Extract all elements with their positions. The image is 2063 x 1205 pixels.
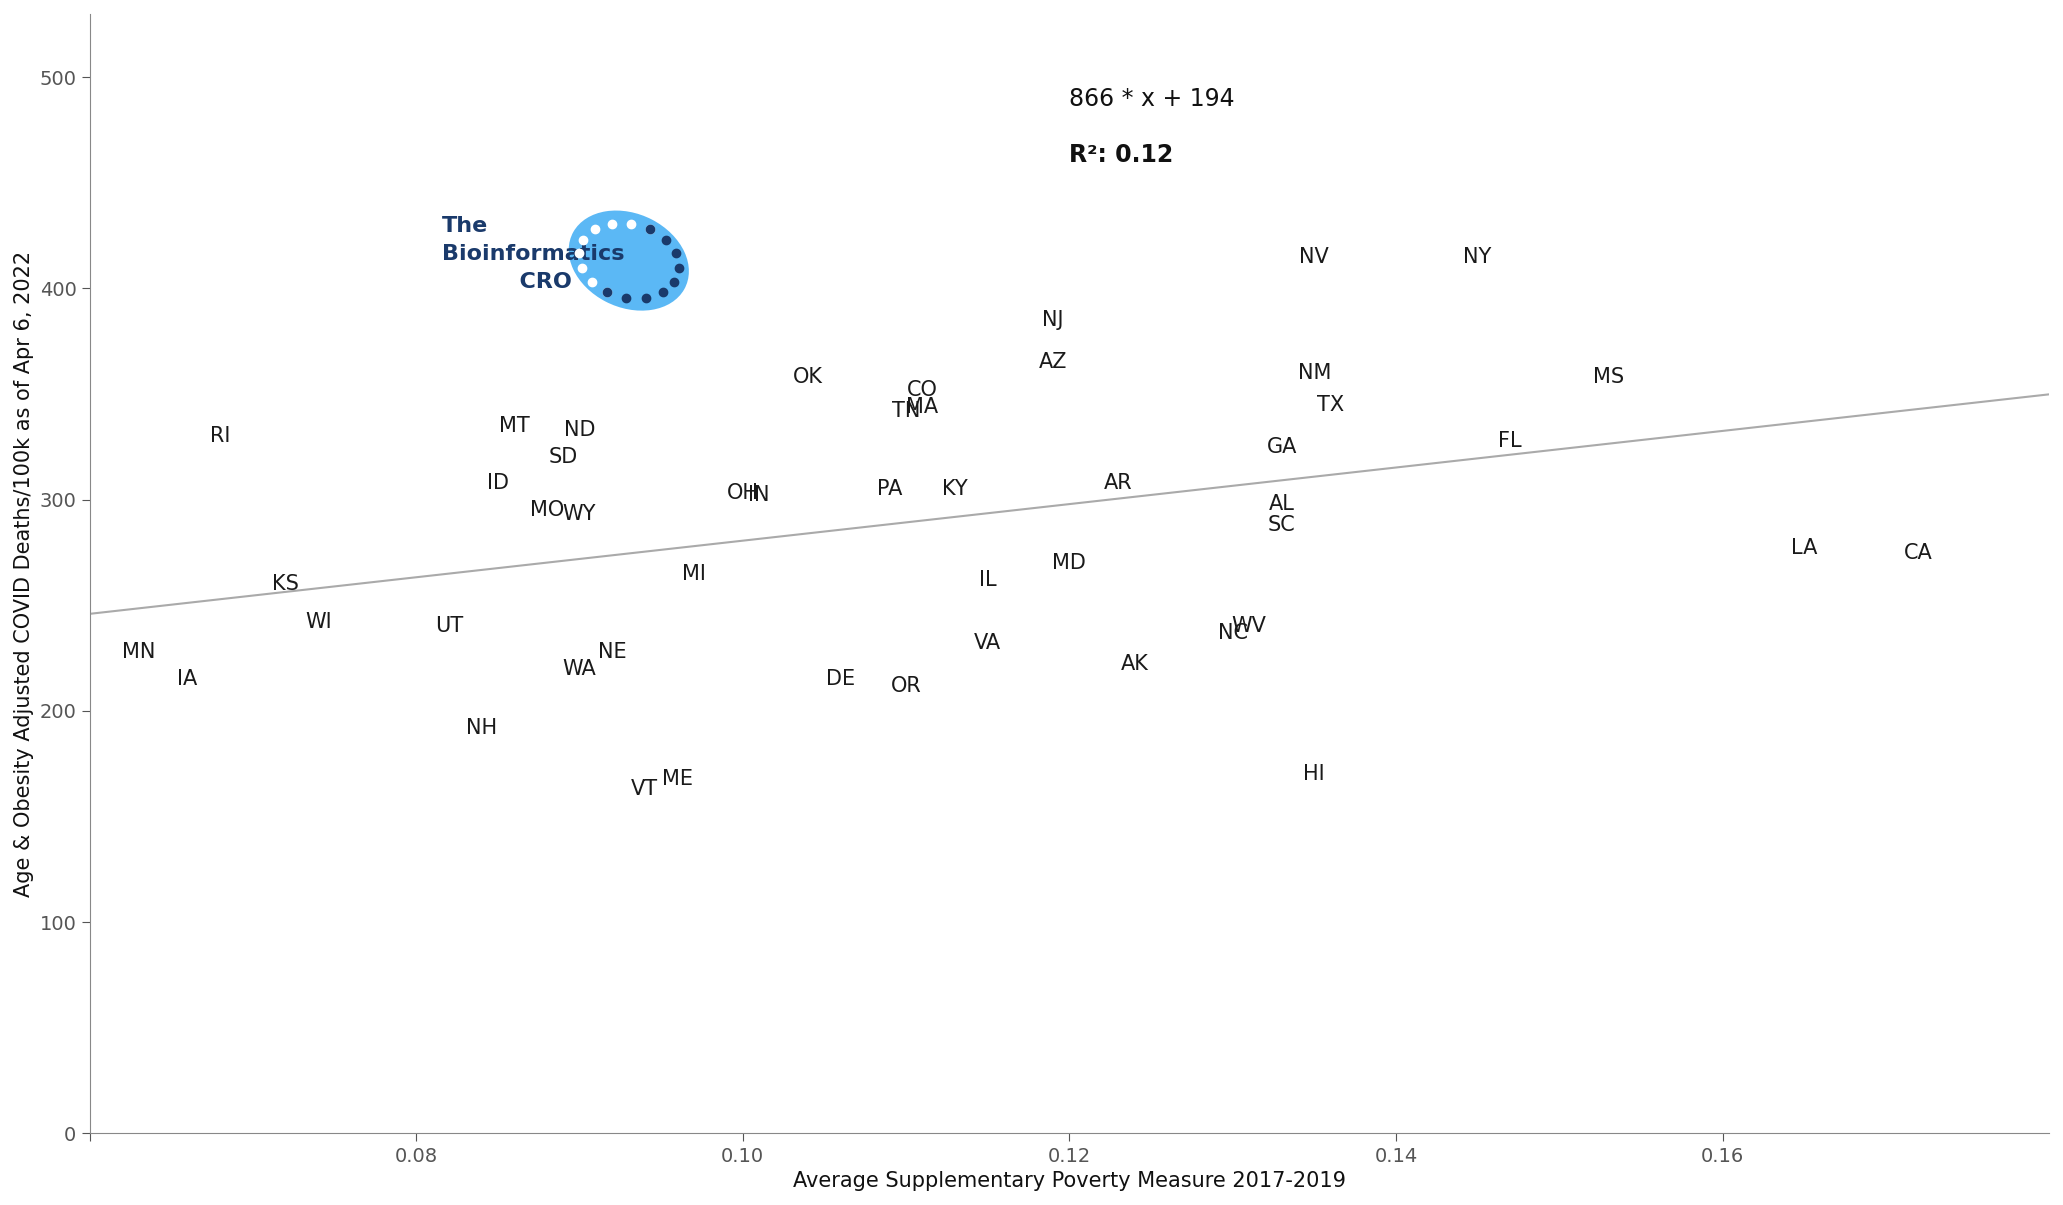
Text: TX: TX xyxy=(1316,395,1345,415)
Text: R²: 0.12: R²: 0.12 xyxy=(1069,142,1174,166)
Text: WA: WA xyxy=(563,659,596,678)
Text: IL: IL xyxy=(980,570,996,590)
Text: NV: NV xyxy=(1300,247,1329,266)
Text: WV: WV xyxy=(1232,617,1267,636)
Text: NJ: NJ xyxy=(1042,310,1065,330)
Text: MD: MD xyxy=(1052,553,1087,574)
Text: IN: IN xyxy=(749,486,769,505)
Text: NE: NE xyxy=(598,642,627,662)
Y-axis label: Age & Obesity Adjusted COVID Deaths/100k as of Apr 6, 2022: Age & Obesity Adjusted COVID Deaths/100k… xyxy=(14,251,33,897)
Text: ME: ME xyxy=(662,769,693,788)
Text: CA: CA xyxy=(1904,542,1933,563)
Text: PA: PA xyxy=(877,480,902,499)
Text: TN: TN xyxy=(891,401,920,421)
Text: ID: ID xyxy=(487,472,510,493)
Text: AL: AL xyxy=(1269,494,1296,513)
Text: MI: MI xyxy=(683,564,706,583)
Text: WI: WI xyxy=(305,612,332,633)
Text: ND: ND xyxy=(563,421,596,440)
Text: SC: SC xyxy=(1269,515,1296,535)
Text: CO: CO xyxy=(908,380,939,400)
Text: HI: HI xyxy=(1304,764,1324,784)
Text: MO: MO xyxy=(530,500,563,521)
X-axis label: Average Supplementary Poverty Measure 2017-2019: Average Supplementary Poverty Measure 20… xyxy=(792,1171,1345,1191)
Text: GA: GA xyxy=(1267,437,1298,457)
Text: NM: NM xyxy=(1298,363,1331,383)
Text: VA: VA xyxy=(974,634,1001,653)
Text: WY: WY xyxy=(563,505,596,524)
Text: MS: MS xyxy=(1593,368,1624,387)
Text: UT: UT xyxy=(435,617,462,636)
Text: KS: KS xyxy=(272,575,299,594)
Text: 866 * x + 194: 866 * x + 194 xyxy=(1069,87,1236,111)
Text: MN: MN xyxy=(122,642,155,662)
Text: NH: NH xyxy=(466,718,497,737)
Text: MA: MA xyxy=(906,396,939,417)
Text: OK: OK xyxy=(792,368,823,387)
Text: SD: SD xyxy=(549,447,578,468)
Text: NC: NC xyxy=(1217,623,1248,642)
Text: The
Bioinformatics
          CRO: The Bioinformatics CRO xyxy=(441,216,625,292)
Text: AK: AK xyxy=(1120,654,1149,675)
Text: RI: RI xyxy=(210,427,231,446)
Text: LA: LA xyxy=(1791,539,1818,558)
Text: OH: OH xyxy=(726,483,759,504)
Ellipse shape xyxy=(569,211,689,311)
Text: MT: MT xyxy=(499,416,530,436)
Text: KY: KY xyxy=(943,480,968,499)
Text: AR: AR xyxy=(1104,472,1133,493)
Text: NY: NY xyxy=(1463,247,1492,266)
Text: OR: OR xyxy=(891,676,922,695)
Text: DE: DE xyxy=(825,669,856,689)
Text: VT: VT xyxy=(631,780,658,799)
Text: AZ: AZ xyxy=(1040,352,1067,372)
Text: IA: IA xyxy=(177,669,198,689)
Text: FL: FL xyxy=(1498,430,1522,451)
